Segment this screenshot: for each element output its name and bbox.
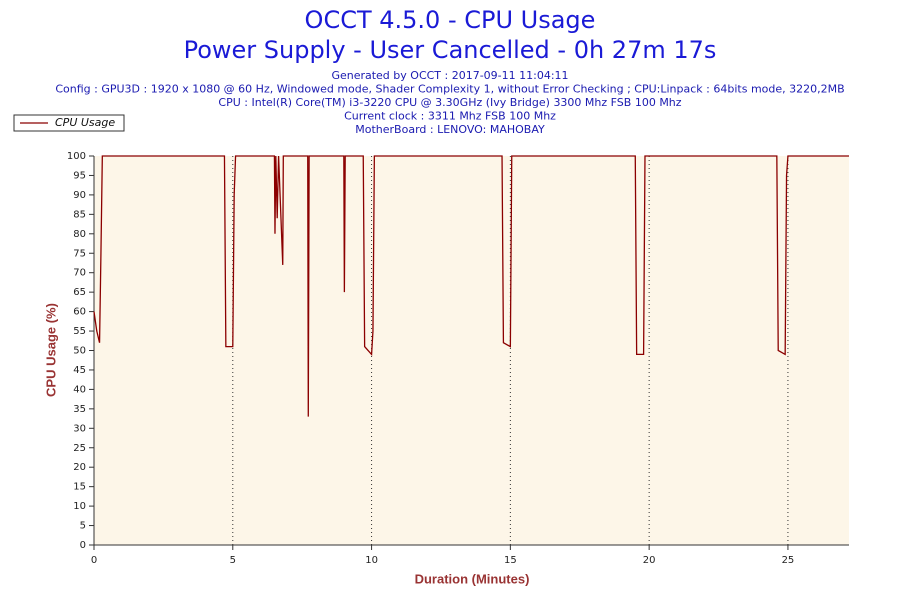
y-tick-label: 75 — [73, 248, 86, 259]
y-tick-label: 55 — [73, 326, 86, 337]
y-tick-label: 45 — [73, 365, 86, 376]
y-tick-label: 95 — [73, 170, 86, 181]
y-tick-label: 100 — [67, 151, 86, 162]
y-tick-label: 25 — [73, 443, 86, 454]
y-axis-label: CPU Usage (%) — [43, 303, 58, 397]
y-tick-label: 60 — [73, 307, 86, 318]
x-tick-label: 25 — [782, 555, 795, 566]
x-tick-label: 20 — [643, 555, 656, 566]
y-tick-label: 80 — [73, 229, 86, 240]
y-tick-label: 15 — [73, 482, 86, 493]
info-line: CPU : Intel(R) Core(TM) i3-3220 CPU @ 3.… — [218, 96, 681, 109]
info-line: Config : GPU3D : 1920 x 1080 @ 60 Hz, Wi… — [55, 83, 844, 96]
info-line: Current clock : 3311 Mhz FSB 100 Mhz — [344, 110, 556, 123]
legend-box — [13, 114, 125, 132]
y-tick-label: 65 — [73, 287, 86, 298]
legend-label: CPU Usage — [55, 116, 115, 129]
y-tick-label: 5 — [80, 521, 86, 532]
info-line: MotherBoard : LENOVO: MAHOBAY — [355, 123, 545, 136]
y-tick-label: 0 — [80, 540, 86, 551]
x-tick-label: 0 — [91, 555, 97, 566]
x-tick-label: 5 — [230, 555, 236, 566]
data-line — [93, 155, 849, 417]
y-tick-label: 40 — [73, 384, 86, 395]
y-tick-label: 70 — [73, 268, 86, 279]
y-tick-label: 90 — [73, 190, 86, 201]
y-tick-label: 85 — [73, 209, 86, 220]
chart-title: OCCT 4.5.0 - CPU Usage — [305, 6, 596, 34]
y-tick-label: 10 — [73, 501, 86, 512]
y-tick-label: 30 — [73, 423, 86, 434]
x-axis-label: Duration (Minutes) — [415, 571, 530, 586]
x-tick-label: 10 — [365, 555, 378, 566]
y-tick-label: 20 — [73, 462, 86, 473]
y-tick-label: 35 — [73, 404, 86, 415]
chart-subtitle: Power Supply - User Cancelled - 0h 27m 1… — [184, 36, 717, 64]
y-tick-label: 50 — [73, 346, 86, 357]
x-tick-label: 15 — [504, 555, 517, 566]
plot-area — [94, 156, 849, 545]
info-line: Generated by OCCT : 2017-09-11 11:04:11 — [331, 69, 568, 82]
